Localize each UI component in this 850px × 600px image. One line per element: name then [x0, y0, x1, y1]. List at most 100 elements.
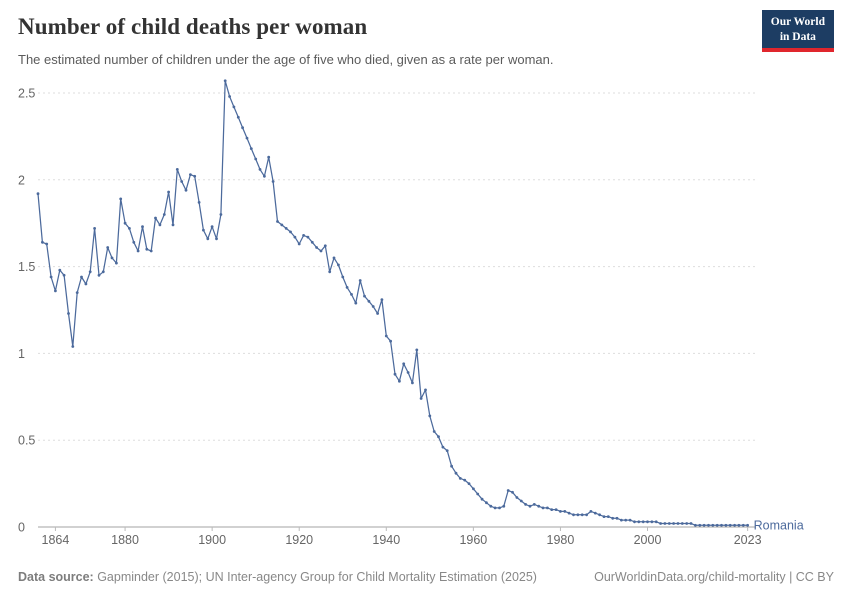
data-point[interactable] — [454, 471, 458, 475]
data-point[interactable] — [115, 261, 118, 265]
data-point[interactable] — [685, 522, 689, 525]
data-point[interactable] — [506, 489, 510, 492]
data-point[interactable] — [88, 270, 92, 274]
data-point[interactable] — [515, 496, 519, 499]
data-point[interactable] — [406, 371, 410, 374]
data-point[interactable] — [580, 513, 584, 517]
data-point[interactable] — [737, 523, 741, 527]
data-point[interactable] — [189, 173, 192, 176]
data-point[interactable] — [341, 275, 345, 279]
data-point[interactable] — [97, 273, 101, 277]
data-point[interactable] — [263, 174, 266, 178]
data-point[interactable] — [563, 510, 567, 513]
data-point[interactable] — [149, 249, 153, 253]
data-point[interactable] — [41, 240, 44, 244]
data-point[interactable] — [472, 487, 475, 491]
data-point[interactable] — [672, 522, 675, 525]
data-point[interactable] — [310, 240, 314, 244]
data-point[interactable] — [337, 263, 340, 267]
data-point[interactable] — [441, 445, 445, 449]
data-point[interactable] — [711, 523, 715, 527]
data-point[interactable] — [606, 515, 610, 518]
data-point[interactable] — [476, 492, 480, 496]
data-point[interactable] — [193, 174, 197, 178]
data-point[interactable] — [667, 522, 671, 525]
data-point[interactable] — [680, 522, 684, 525]
data-point[interactable] — [306, 235, 310, 239]
data-point[interactable] — [241, 126, 245, 130]
data-point[interactable] — [615, 516, 619, 520]
data-point[interactable] — [519, 499, 523, 503]
data-point[interactable] — [276, 220, 279, 223]
data-point[interactable] — [154, 216, 157, 220]
owid-logo[interactable]: Our World in Data — [761, 10, 834, 52]
data-point[interactable] — [302, 234, 305, 237]
data-point[interactable] — [197, 201, 201, 204]
data-point[interactable] — [223, 79, 227, 83]
data-point[interactable] — [728, 523, 732, 527]
series-label[interactable]: Romania — [754, 518, 804, 532]
data-point[interactable] — [733, 523, 736, 527]
data-point[interactable] — [415, 348, 419, 352]
data-point[interactable] — [411, 381, 414, 385]
data-point[interactable] — [136, 249, 140, 253]
data-point[interactable] — [367, 299, 371, 303]
data-point[interactable] — [724, 523, 728, 527]
data-point[interactable] — [550, 508, 554, 511]
data-point[interactable] — [62, 273, 66, 277]
data-point[interactable] — [524, 503, 527, 506]
data-point[interactable] — [180, 180, 184, 183]
data-point[interactable] — [350, 293, 353, 296]
data-point[interactable] — [720, 523, 723, 527]
data-point[interactable] — [463, 478, 467, 482]
data-point[interactable] — [254, 157, 258, 161]
data-point[interactable] — [637, 520, 641, 524]
data-point[interactable] — [119, 197, 123, 201]
data-point[interactable] — [228, 95, 232, 98]
data-point[interactable] — [458, 477, 462, 480]
data-point[interactable] — [572, 513, 575, 517]
data-point[interactable] — [145, 247, 149, 251]
data-point[interactable] — [554, 508, 558, 511]
data-point[interactable] — [707, 523, 710, 527]
data-point[interactable] — [175, 168, 179, 171]
data-point[interactable] — [567, 511, 571, 515]
data-point[interactable] — [389, 339, 392, 343]
data-point[interactable] — [289, 230, 292, 234]
data-point[interactable] — [267, 155, 271, 159]
data-point[interactable] — [110, 256, 114, 260]
data-point[interactable] — [593, 511, 597, 515]
data-point[interactable] — [271, 180, 275, 183]
data-point[interactable] — [258, 168, 262, 171]
data-point[interactable] — [624, 518, 628, 522]
data-point[interactable] — [585, 513, 588, 517]
data-point[interactable] — [162, 213, 166, 216]
data-point[interactable] — [445, 449, 449, 452]
data-point[interactable] — [611, 516, 615, 520]
data-point[interactable] — [84, 282, 88, 286]
data-point[interactable] — [398, 379, 401, 383]
line-chart[interactable]: 0 0.5 1 1.5 2 2.5 1864 1880 1900 1920 1940 1960 1980… — [0, 76, 850, 554]
data-point[interactable] — [620, 518, 623, 522]
data-point[interactable] — [245, 136, 249, 140]
data-point[interactable] — [371, 305, 375, 308]
data-point[interactable] — [280, 223, 284, 227]
data-point[interactable] — [315, 246, 318, 249]
data-point[interactable] — [511, 490, 514, 494]
footer-link[interactable]: OurWorldinData.org/child-mortality | CC … — [594, 570, 834, 584]
data-point[interactable] — [106, 246, 110, 249]
data-point[interactable] — [215, 237, 218, 241]
data-point[interactable] — [167, 190, 171, 194]
data-point[interactable] — [297, 242, 301, 246]
data-point[interactable] — [363, 294, 366, 298]
data-point[interactable] — [354, 301, 358, 305]
data-point[interactable] — [127, 227, 131, 230]
data-point[interactable] — [502, 504, 506, 508]
data-point[interactable] — [71, 345, 75, 348]
data-point[interactable] — [702, 523, 706, 527]
data-point[interactable] — [141, 225, 144, 229]
data-point[interactable] — [236, 115, 240, 119]
data-point[interactable] — [323, 244, 327, 248]
data-point[interactable] — [654, 520, 658, 524]
data-point[interactable] — [746, 523, 749, 527]
